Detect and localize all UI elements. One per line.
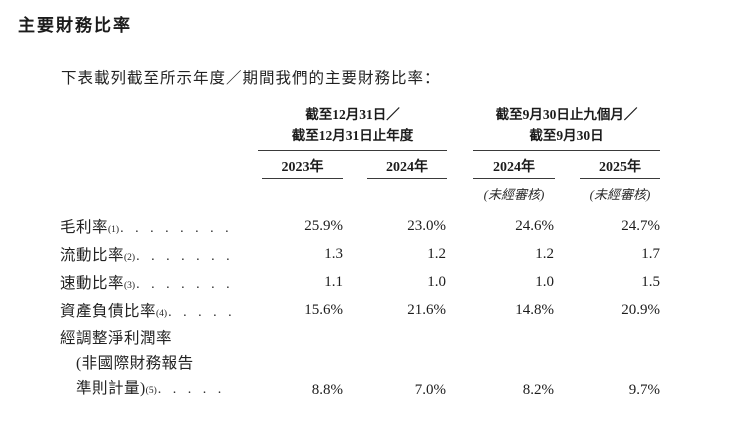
cell-value: 23.0% <box>407 217 446 234</box>
row-label-line: 經調整淨利潤率 <box>60 330 173 347</box>
cell-value: 1.5 <box>641 273 660 290</box>
cell-value: 1.3 <box>324 245 343 262</box>
table-row-gross-margin: 毛利率(1) . . . . . . . . . . . . . . . . .… <box>60 212 662 240</box>
col-group-year-end: 截至12月31日／ 截至12月31日止年度 <box>258 104 447 146</box>
group-rule-right <box>473 150 660 151</box>
column-header-2023: 2023年 <box>262 157 343 179</box>
cell-value: 24.7% <box>621 217 660 234</box>
table-body: 毛利率(1) . . . . . . . . . . . . . . . . .… <box>60 212 662 402</box>
intro-text: 下表載列截至所示年度／期間我們的主要財務比率： <box>61 70 441 87</box>
cell-value: 25.9% <box>304 217 343 234</box>
cell-value: 9.7% <box>628 382 660 398</box>
cell-value: 8.8% <box>311 382 343 398</box>
col-group-nine-months: 截至9月30日止九個月／ 截至9月30日 <box>473 104 660 146</box>
row-label-line: 準則計量)(5) . . . . . . . . . . . . . . . .… <box>60 376 232 402</box>
cell-value: 14.8% <box>515 301 554 318</box>
group-rule-left <box>258 150 447 151</box>
row-label-multiline: 經調整淨利潤率 (非國際財務報告 準則計量)(5) . . . . . . . … <box>60 326 232 402</box>
cell-value: 1.2 <box>535 245 554 262</box>
row-label-text: 流動比率 <box>60 247 125 264</box>
row-label-text: 資產負債比率 <box>60 303 157 320</box>
row-label: 資產負債比率(4) . . . . . . . . . . . . . . . … <box>60 299 232 321</box>
table-row-current-ratio: 流動比率(2) . . . . . . . . . . . . . . . . … <box>60 240 662 268</box>
cell-value: 1.0 <box>535 273 554 290</box>
cell-value: 1.0 <box>427 273 446 290</box>
cell-value: 1.2 <box>427 245 446 262</box>
row-label-line: (非國際財務報告 <box>76 355 194 372</box>
column-header-2024-interim: 2024年 <box>473 157 555 179</box>
dot-leader: . . . . . . . . . . . . . . . . . . . . … <box>136 249 232 264</box>
cell-value: 21.6% <box>407 301 446 318</box>
dot-leader: . . . . . . . . . . . . . . . . . . . . … <box>136 277 232 292</box>
cell-value: 15.6% <box>304 301 343 318</box>
cell-value: 7.0% <box>414 382 446 398</box>
table-row-adjusted-net-margin: 經調整淨利潤率 (非國際財務報告 準則計量)(5) . . . . . . . … <box>60 326 662 402</box>
column-header-2024: 2024年 <box>367 157 447 179</box>
column-header-2025-interim: 2025年 <box>580 157 660 179</box>
cell-value: 24.6% <box>515 217 554 234</box>
unaudited-note-2024: (未經審核) <box>483 187 545 202</box>
unaudited-note-2025: (未經審核) <box>589 187 651 202</box>
row-label-text: 毛利率 <box>60 219 109 236</box>
row-label-text: 速動比率 <box>60 275 125 292</box>
col-group-nine-months-line1: 截至9月30日止九個月／ <box>495 107 638 122</box>
dot-leader: . . . . . . . . . . . . . . . . . . . . … <box>120 221 232 236</box>
table-row-quick-ratio: 速動比率(3) . . . . . . . . . . . . . . . . … <box>60 268 662 296</box>
row-label: 流動比率(2) . . . . . . . . . . . . . . . . … <box>60 243 232 265</box>
col-group-year-end-line1: 截至12月31日／ <box>305 107 400 122</box>
table-row-gearing-ratio: 資產負債比率(4) . . . . . . . . . . . . . . . … <box>60 296 662 324</box>
page-title: 主要財務比率 <box>18 16 132 35</box>
row-label: 毛利率(1) . . . . . . . . . . . . . . . . .… <box>60 215 232 237</box>
cell-value: 8.2% <box>522 382 554 398</box>
col-group-year-end-line2: 截至12月31日止年度 <box>291 128 414 143</box>
dot-leader: . . . . . . . . . . . . . . . . . . . . … <box>157 382 232 397</box>
cell-value: 20.9% <box>621 301 660 318</box>
dot-leader: . . . . . . . . . . . . . . . . . . . . … <box>168 305 232 320</box>
cell-value: 1.7 <box>641 245 660 262</box>
cell-value: 1.1 <box>324 273 343 290</box>
row-label: 速動比率(3) . . . . . . . . . . . . . . . . … <box>60 271 232 293</box>
row-label-text: 準則計量) <box>76 380 146 397</box>
col-group-nine-months-line2: 截至9月30日 <box>529 128 604 143</box>
